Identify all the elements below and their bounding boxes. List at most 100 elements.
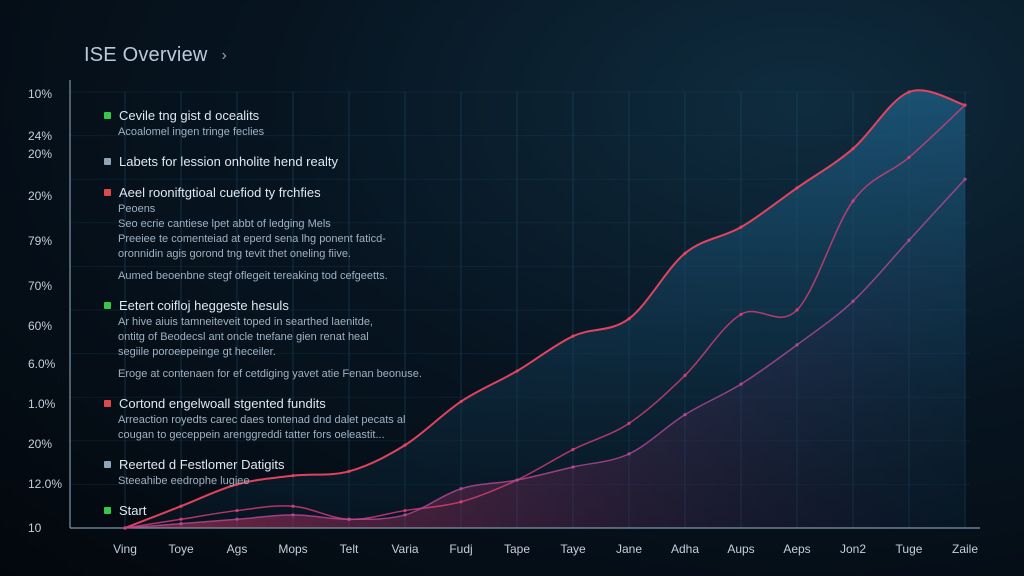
- annotation-subnote: Aumed beoenbne stegf oflegeit tereaking …: [118, 270, 388, 282]
- y-tick-label: 20%: [28, 189, 52, 203]
- x-tick-label: Jane: [616, 542, 642, 556]
- y-tick-label: 70%: [28, 279, 52, 293]
- data-point: [571, 447, 575, 452]
- y-tick-label: 6.0%: [28, 357, 56, 371]
- data-point: [291, 474, 295, 478]
- data-point: [627, 452, 631, 456]
- annotation-subnote: Eroge at contenaen for ef cetdiging yave…: [118, 368, 422, 380]
- y-tick-label: 1.0%: [28, 397, 56, 411]
- x-tick-label: Varia: [391, 542, 418, 556]
- data-point: [739, 312, 743, 316]
- x-tick-label: Aups: [727, 542, 754, 556]
- annotation-item: Eetert coifloj heggeste hesuls Ar hive ai…: [104, 298, 444, 380]
- annotation-line: Preeiee te comenteiad at eperd sena lhg …: [118, 233, 386, 245]
- annotation-line: cougan to geceppein arenggreddi tatter f…: [118, 429, 385, 441]
- x-tick-label: Mops: [278, 542, 307, 556]
- data-point: [179, 517, 183, 521]
- annotation-line: Acoalomel ingen tringe feclies: [118, 126, 265, 138]
- legend-marker-icon: [104, 112, 111, 119]
- data-point: [403, 443, 407, 447]
- annotation-heading: Labets for lession onholite hend realty: [104, 154, 444, 169]
- annotation-heading-text: Eetert coifloj heggeste hesuls: [119, 298, 289, 313]
- data-point: [179, 522, 183, 526]
- legend-marker-icon: [104, 400, 111, 407]
- data-point: [291, 504, 295, 508]
- y-tick-label: 20%: [28, 437, 52, 451]
- annotation-heading: Cevile tng gist d ocealits: [104, 108, 444, 123]
- data-point: [907, 155, 911, 159]
- y-tick-label: 79%: [28, 234, 52, 248]
- annotation-item: Labets for lession onholite hend realty: [104, 154, 444, 169]
- annotation-line: segiile poroeepeinge gt heceiler.: [118, 346, 276, 358]
- data-point: [739, 225, 743, 229]
- data-point: [459, 500, 463, 504]
- data-point: [123, 526, 127, 530]
- annotation-heading-text: Labets for lession onholite hend realty: [119, 154, 338, 169]
- data-point: [907, 238, 911, 242]
- x-tick-label: Taye: [560, 542, 586, 556]
- y-tick-label: 24%: [28, 129, 52, 143]
- legend-marker-icon: [104, 461, 111, 468]
- data-point: [459, 399, 463, 404]
- annotation-heading-text: Cevile tng gist d ocealits: [119, 108, 260, 123]
- y-tick-label: 60%: [28, 319, 52, 333]
- data-point: [795, 186, 799, 190]
- y-axis-ticks: 10% 24% 20% 20% 79% 70% 60% 6.0% 1.0% 20% 12.0% 10: [28, 87, 62, 535]
- data-point: [515, 478, 519, 482]
- annotation-heading: Start: [104, 503, 444, 518]
- data-point: [403, 513, 407, 517]
- x-tick-label: Ags: [227, 542, 248, 556]
- annotation-line: Seo ecrie cantiese lpet abbt of ledging …: [118, 218, 331, 230]
- page-title-text: ISE Overview: [84, 44, 208, 66]
- chevron-right-icon[interactable]: ›: [221, 46, 228, 64]
- x-tick-label: Tape: [504, 542, 530, 556]
- annotation-panel: Cevile tng gist d ocealits Acoalomel inge…: [104, 108, 444, 534]
- x-tick-label: Ving: [113, 542, 137, 556]
- data-point: [235, 517, 239, 521]
- page-title: ISE Overview ›: [84, 44, 227, 67]
- x-tick-label: Jon2: [840, 542, 866, 556]
- legend-marker-icon: [104, 189, 111, 196]
- data-point: [571, 465, 575, 469]
- x-tick-label: Adha: [671, 542, 699, 556]
- legend-marker-icon: [104, 507, 111, 514]
- x-tick-label: Zaile: [952, 542, 978, 556]
- data-point: [347, 517, 351, 521]
- y-tick-label: 20%: [28, 147, 52, 161]
- annotation-heading: Eetert coifloj heggeste hesuls: [104, 298, 444, 313]
- y-tick-label: 12.0%: [28, 477, 62, 491]
- data-point: [739, 382, 743, 386]
- data-point: [851, 147, 855, 151]
- annotation-heading-text: Aeel rooniftgtioal cuefiod ty frchfies: [119, 185, 321, 200]
- data-point: [627, 317, 631, 321]
- annotation-heading-text: Start: [119, 503, 147, 518]
- data-point: [515, 369, 519, 373]
- x-tick-label: Telt: [340, 542, 359, 556]
- data-point: [851, 299, 855, 303]
- y-tick-label: 10: [28, 521, 42, 535]
- x-tick-label: Tuge: [896, 542, 923, 556]
- data-point: [347, 469, 351, 473]
- legend-marker-icon: [104, 302, 111, 309]
- data-point: [571, 334, 575, 338]
- data-point: [907, 90, 911, 94]
- y-tick-label: 10%: [28, 87, 52, 101]
- data-point: [291, 513, 295, 517]
- annotation-line: Peoens: [118, 203, 156, 215]
- annotation-item: Reerted d Festlomer Datigits Steeahibe ee…: [104, 457, 444, 487]
- annotation-line: oronnidin agis gorond tng tevit thet one…: [118, 248, 351, 260]
- x-tick-label: Toye: [168, 542, 194, 556]
- glow-fill-path: [125, 179, 965, 528]
- annotation-heading: Cortond engelwoall stgented fundits: [104, 396, 444, 411]
- data-point: [795, 343, 799, 347]
- data-point: [683, 251, 687, 255]
- annotation-item: Cortond engelwoall stgented fundits Arrea…: [104, 396, 444, 441]
- data-point: [963, 177, 967, 181]
- data-point: [683, 373, 687, 377]
- annotation-item: Start: [104, 503, 444, 518]
- annotation-heading: Reerted d Festlomer Datigits: [104, 457, 444, 472]
- annotation-heading-text: Cortond engelwoall stgented fundits: [119, 396, 326, 411]
- data-point: [459, 487, 463, 491]
- annotation-heading-text: Reerted d Festlomer Datigits: [119, 457, 285, 472]
